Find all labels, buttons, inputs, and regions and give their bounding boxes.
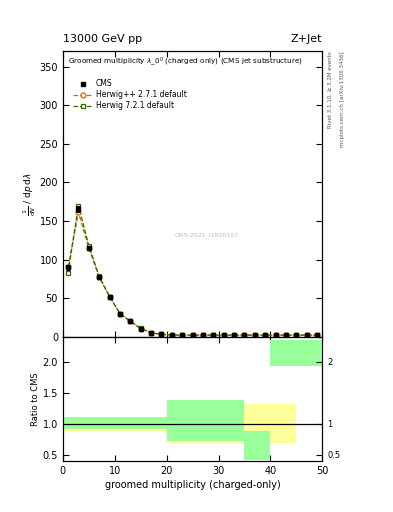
Y-axis label: Ratio to CMS: Ratio to CMS [31,372,40,425]
Text: mcplots.cern.ch [arXiv:1306.3436]: mcplots.cern.ch [arXiv:1306.3436] [340,51,345,147]
Text: CMS-2021_I1920187: CMS-2021_I1920187 [174,233,239,239]
Text: Z+Jet: Z+Jet [291,33,322,44]
Legend: CMS, Herwig++ 2.7.1 default, Herwig 7.2.1 default: CMS, Herwig++ 2.7.1 default, Herwig 7.2.… [72,78,188,112]
Text: Groomed multiplicity $\lambda\_0^0$ (charged only) (CMS jet substructure): Groomed multiplicity $\lambda\_0^0$ (cha… [68,55,303,68]
Text: Rivet 3.1.10, ≥ 3.2M events: Rivet 3.1.10, ≥ 3.2M events [328,51,333,128]
X-axis label: groomed multiplicity (charged-only): groomed multiplicity (charged-only) [105,480,281,490]
Text: 13000 GeV pp: 13000 GeV pp [63,33,142,44]
Y-axis label: $\frac{1}{\mathrm{d}N}$ / $\mathrm{d}p\,\mathrm{d}\lambda$: $\frac{1}{\mathrm{d}N}$ / $\mathrm{d}p\,… [21,172,38,216]
